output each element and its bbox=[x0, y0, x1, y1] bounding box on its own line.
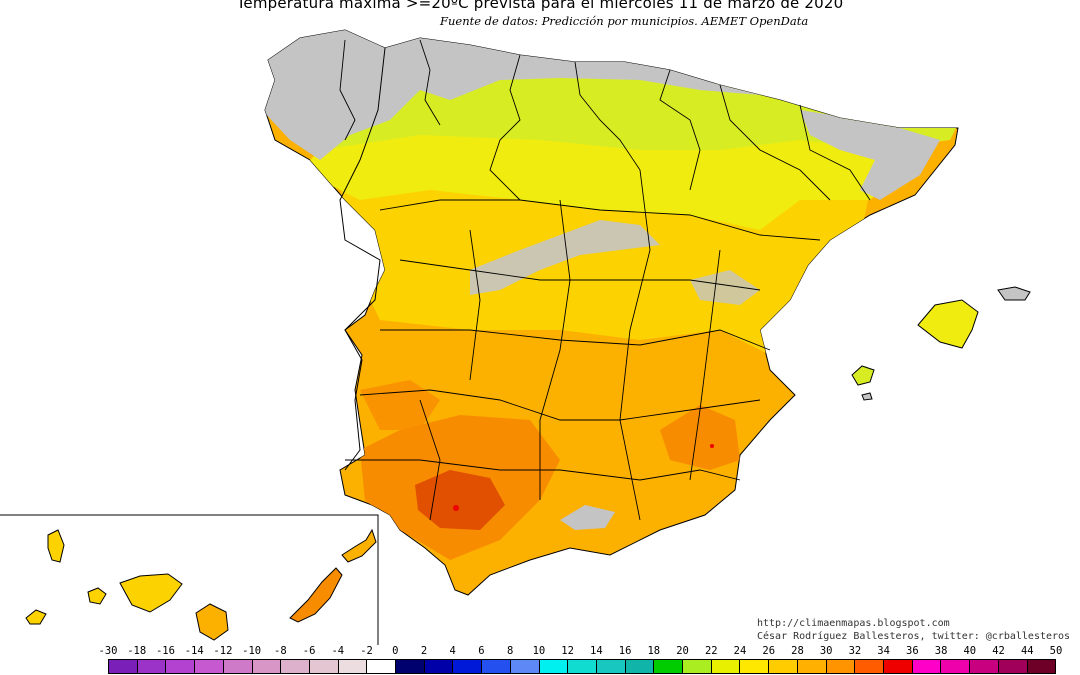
temperature-map bbox=[0, 29, 1031, 645]
legend-swatch bbox=[740, 660, 770, 673]
ibiza-island bbox=[851, 365, 875, 386]
legend-swatch bbox=[683, 660, 712, 673]
hot-spot-murcia bbox=[710, 444, 714, 448]
legend-label: 22 bbox=[704, 645, 718, 657]
credits-url[interactable]: http://climaenmapas.blogspot.com bbox=[757, 618, 950, 629]
legend-label: -18 bbox=[127, 645, 147, 657]
legend-swatch bbox=[367, 660, 397, 673]
legend-label: 10 bbox=[532, 645, 546, 657]
legend-label: 6 bbox=[478, 645, 485, 657]
legend-label: 32 bbox=[848, 645, 862, 657]
legend-label: -16 bbox=[155, 645, 175, 657]
legend-label: 36 bbox=[906, 645, 919, 657]
legend-swatch bbox=[625, 660, 655, 673]
zone-below-threshold-north bbox=[265, 30, 800, 160]
legend-label: -6 bbox=[302, 645, 316, 657]
legend-swatch bbox=[396, 660, 425, 673]
legend-label: 16 bbox=[618, 645, 632, 657]
legend-swatch bbox=[510, 660, 540, 673]
legend-label: 14 bbox=[590, 645, 603, 657]
legend-label: 28 bbox=[791, 645, 804, 657]
legend-swatch bbox=[797, 660, 827, 673]
legend-swatch bbox=[539, 660, 569, 673]
legend-label: -12 bbox=[213, 645, 233, 657]
legend-label: -14 bbox=[184, 645, 204, 657]
legend-label: 38 bbox=[934, 645, 948, 657]
credits: http://climaenmapas.blogspot.com César R… bbox=[757, 617, 1070, 643]
zone-below-threshold-iberico bbox=[690, 270, 760, 305]
region-borders bbox=[339, 39, 871, 521]
legend-label: 12 bbox=[561, 645, 574, 657]
legend-label: 50 bbox=[1049, 645, 1063, 657]
legend-swatch bbox=[769, 660, 798, 673]
zone-30-32-sevilla bbox=[415, 470, 505, 530]
map-title: Temperatura máxima >=20ºC prevista para … bbox=[236, 0, 844, 12]
legend-swatch bbox=[596, 660, 626, 673]
legend-swatch bbox=[568, 660, 597, 673]
la-palma-island bbox=[47, 529, 65, 563]
legend-label: -4 bbox=[331, 645, 345, 657]
legend-label: 18 bbox=[647, 645, 661, 657]
legend-swatch bbox=[912, 660, 942, 673]
zone-below-threshold-central bbox=[470, 220, 660, 295]
canary-inset-frame bbox=[0, 514, 379, 645]
legend-label: 40 bbox=[963, 645, 977, 657]
legend-label: 24 bbox=[733, 645, 747, 657]
fuerteventura-island bbox=[289, 567, 343, 623]
portugal-border bbox=[339, 47, 386, 471]
legend-swatch bbox=[252, 660, 282, 673]
legend-label: 20 bbox=[676, 645, 689, 657]
legend-swatch bbox=[338, 660, 368, 673]
legend-label: -8 bbox=[274, 645, 287, 657]
legend-swatch bbox=[826, 660, 856, 673]
legend-label: 4 bbox=[449, 645, 456, 657]
legend-swatch bbox=[195, 660, 224, 673]
menorca-island bbox=[997, 286, 1031, 301]
legend-swatch bbox=[223, 660, 253, 673]
legend-label: 0 bbox=[392, 645, 399, 657]
hot-spot-sevilla bbox=[453, 505, 459, 511]
legend-swatch bbox=[482, 660, 511, 673]
legend-label: 8 bbox=[507, 645, 514, 657]
legend-swatch bbox=[883, 660, 913, 673]
el-hierro-island bbox=[25, 609, 47, 625]
zone-below-threshold-sierra-nevada bbox=[560, 505, 615, 530]
legend-swatch bbox=[453, 660, 483, 673]
legend-swatch bbox=[941, 660, 971, 673]
legend-labels: -30 -18 -16 -14 -12 -10 -8 -6 -4 -2 0 2 4 6 8 10 12 14 16 1… bbox=[0, 645, 1080, 659]
legend-label: -10 bbox=[242, 645, 262, 657]
data-source-note: Fuente de datos: Predicción por municipi… bbox=[440, 14, 809, 28]
legend-label: 30 bbox=[819, 645, 833, 657]
legend-swatch bbox=[855, 660, 884, 673]
legend-swatch bbox=[998, 660, 1028, 673]
lanzarote-island bbox=[341, 528, 377, 563]
legend-swatch bbox=[281, 660, 310, 673]
zone-28-30-extremadura bbox=[360, 380, 440, 430]
legend-swatch bbox=[970, 660, 999, 673]
mallorca-island bbox=[917, 299, 979, 349]
legend-label: 26 bbox=[762, 645, 776, 657]
zone-below-threshold-pyrenees bbox=[800, 110, 940, 200]
la-gomera-island bbox=[87, 587, 107, 605]
legend-label: -30 bbox=[98, 645, 118, 657]
credits-author: César Rodríguez Ballesteros, twitter: @c… bbox=[757, 631, 1071, 642]
legend-swatch bbox=[424, 660, 454, 673]
color-scale-legend bbox=[108, 659, 1056, 674]
zone-28-30-murcia bbox=[660, 405, 740, 470]
legend-swatch bbox=[309, 660, 339, 673]
legend-label: 44 bbox=[1020, 645, 1034, 657]
legend-swatch bbox=[654, 660, 684, 673]
tenerife-island bbox=[119, 573, 183, 613]
legend-label: 34 bbox=[877, 645, 890, 657]
legend-label: -2 bbox=[360, 645, 373, 657]
legend-swatch bbox=[137, 660, 167, 673]
legend-label: 42 bbox=[992, 645, 1005, 657]
legend-swatch bbox=[1027, 660, 1056, 673]
legend-swatch bbox=[109, 660, 138, 673]
gran-canaria-island bbox=[195, 603, 229, 641]
legend-swatch bbox=[711, 660, 741, 673]
legend-swatch bbox=[166, 660, 196, 673]
formentera-island bbox=[861, 392, 873, 401]
legend-label: 2 bbox=[420, 645, 428, 657]
